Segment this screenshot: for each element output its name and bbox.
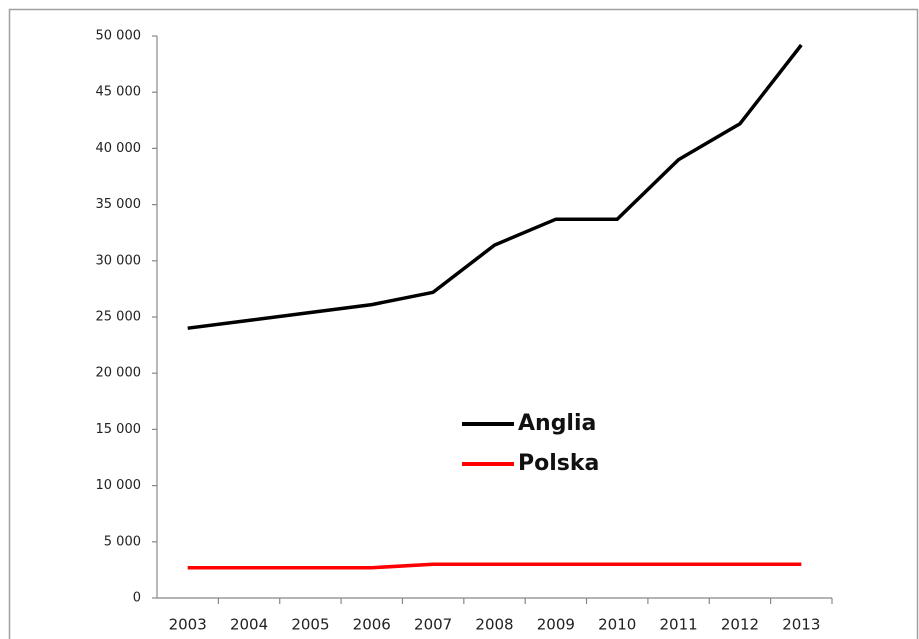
y-tick-label: 20 000 (96, 366, 142, 381)
y-tick-label: 5 000 (104, 534, 141, 549)
x-tick-label: 2012 (721, 616, 759, 634)
x-tick-label: 2009 (537, 616, 575, 634)
y-tick-label: 0 (133, 591, 141, 606)
y-tick-label: 35 000 (96, 197, 142, 212)
y-tick-label: 45 000 (96, 85, 142, 100)
legend-text: Anglia (518, 411, 596, 436)
y-tick-label: 15 000 (96, 422, 142, 437)
x-tick-label: 2006 (353, 616, 391, 634)
legend-text: Polska (518, 451, 599, 476)
x-tick-label: 2008 (475, 616, 513, 634)
x-tick-label: 2003 (169, 616, 207, 634)
x-tick-label: 2013 (782, 616, 820, 634)
x-tick-label: 2010 (598, 616, 636, 634)
y-tick-label: 50 000 (96, 29, 142, 44)
data-line (187, 562, 802, 570)
y-tick-label: 30 000 (96, 253, 142, 268)
x-tick-label: 2011 (659, 616, 697, 634)
y-tick-label: 25 000 (96, 310, 142, 325)
x-tick-label: 2004 (230, 616, 268, 634)
x-tick-label: 2007 (414, 616, 452, 634)
chart-frame (8, 8, 919, 639)
y-tick-label: 10 000 (96, 478, 142, 493)
data-line (187, 43, 803, 330)
y-tick-label: 40 000 (96, 141, 142, 156)
x-tick-label: 2005 (291, 616, 329, 634)
